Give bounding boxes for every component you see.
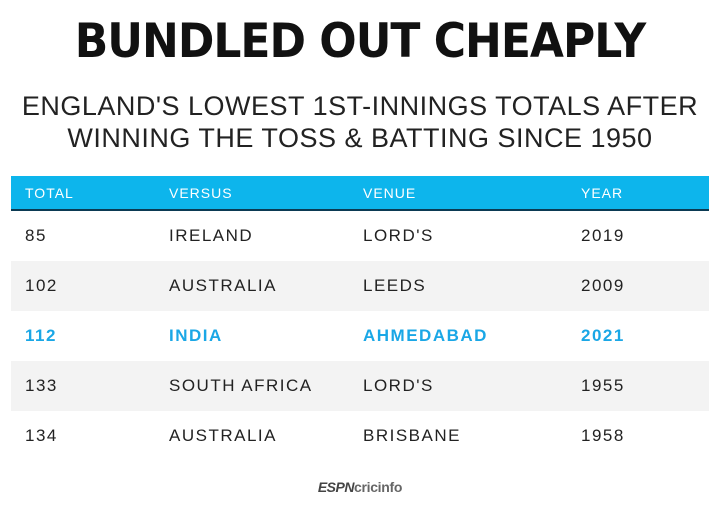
cell-versus: AUSTRALIA xyxy=(169,426,277,445)
cell-versus: AUSTRALIA xyxy=(169,276,277,295)
page-title: BUNDLED OUT CHEAPLY xyxy=(74,13,647,69)
header-venue: VENUE xyxy=(363,184,417,201)
cell-versus: SOUTH AFRICA xyxy=(169,376,313,395)
page-subtitle: ENGLAND'S LOWEST 1ST-INNINGS TOTALS AFTE… xyxy=(0,90,720,154)
cell-venue: LORD'S xyxy=(363,226,434,245)
cell-total: 102 xyxy=(25,276,58,295)
header-total: TOTAL xyxy=(25,184,74,201)
cell-venue: AHMEDABAD xyxy=(363,326,488,345)
cell-venue: LORD'S xyxy=(363,376,434,395)
totals-table: TOTAL VERSUS VENUE YEAR 85 IRELAND LORD'… xyxy=(11,176,709,461)
logo-espn: ESPN xyxy=(317,479,355,495)
cell-venue: LEEDS xyxy=(363,276,427,295)
cell-total: 133 xyxy=(25,376,58,395)
cell-year: 1958 xyxy=(581,426,625,445)
table-row: 102 AUSTRALIA LEEDS 2009 xyxy=(11,261,709,311)
espncricinfo-logo: ESPNcricinfo xyxy=(0,479,720,495)
logo-cricinfo: cricinfo xyxy=(353,479,403,495)
subtitle-line-1: ENGLAND'S LOWEST 1ST-INNINGS TOTALS AFTE… xyxy=(21,91,699,121)
table-header-row: TOTAL VERSUS VENUE YEAR xyxy=(11,176,709,211)
cell-versus: INDIA xyxy=(169,326,223,345)
cell-venue: BRISBANE xyxy=(363,426,461,445)
table-row: 134 AUSTRALIA BRISBANE 1958 xyxy=(11,411,709,461)
cell-year: 1955 xyxy=(581,376,625,395)
subtitle-line-2: WINNING THE TOSS & BATTING SINCE 1950 xyxy=(67,123,653,153)
cell-versus: IRELAND xyxy=(169,226,254,245)
cell-year: 2019 xyxy=(581,226,625,245)
cell-total: 134 xyxy=(25,426,58,445)
table-row-highlighted: 112 INDIA AHMEDABAD 2021 xyxy=(11,311,709,361)
cell-year: 2021 xyxy=(581,326,625,345)
cell-year: 2009 xyxy=(581,276,625,295)
cell-total: 112 xyxy=(25,326,57,345)
cell-total: 85 xyxy=(25,226,47,245)
header-versus: VERSUS xyxy=(169,184,233,201)
table-row: 85 IRELAND LORD'S 2019 xyxy=(11,211,709,261)
table-row: 133 SOUTH AFRICA LORD'S 1955 xyxy=(11,361,709,411)
header-year: YEAR xyxy=(581,184,624,201)
